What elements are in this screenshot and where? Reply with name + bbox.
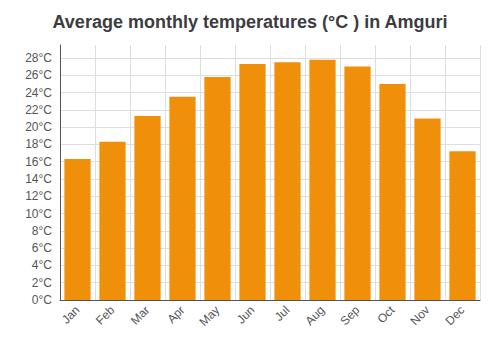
svg-text:6°C: 6°C xyxy=(32,241,52,255)
svg-text:Oct: Oct xyxy=(374,303,398,327)
svg-text:Jun: Jun xyxy=(234,303,258,327)
svg-text:Apr: Apr xyxy=(164,303,187,326)
svg-text:26°C: 26°C xyxy=(25,68,52,82)
svg-text:10°C: 10°C xyxy=(25,207,52,221)
svg-text:28°C: 28°C xyxy=(25,51,52,65)
svg-text:2°C: 2°C xyxy=(32,276,52,290)
svg-text:24°C: 24°C xyxy=(25,86,52,100)
svg-text:20°C: 20°C xyxy=(25,120,52,134)
svg-text:14°C: 14°C xyxy=(25,172,52,186)
svg-text:Jul: Jul xyxy=(272,303,293,324)
svg-text:4°C: 4°C xyxy=(32,258,52,272)
svg-text:Jan: Jan xyxy=(59,303,83,327)
svg-text:Aug: Aug xyxy=(302,303,327,328)
svg-text:Dec: Dec xyxy=(442,303,467,328)
svg-text:12°C: 12°C xyxy=(25,189,52,203)
svg-text:18°C: 18°C xyxy=(25,137,52,151)
svg-text:16°C: 16°C xyxy=(25,155,52,169)
svg-text:Feb: Feb xyxy=(93,303,118,328)
svg-text:Average monthly temperatures (: Average monthly temperatures (°C ) in Am… xyxy=(53,12,448,32)
svg-text:Nov: Nov xyxy=(407,303,432,328)
svg-text:22°C: 22°C xyxy=(25,103,52,117)
svg-text:Mar: Mar xyxy=(128,303,153,327)
svg-text:8°C: 8°C xyxy=(32,224,52,238)
svg-text:Sep: Sep xyxy=(337,303,362,328)
svg-text:May: May xyxy=(197,303,223,329)
svg-text:0°C: 0°C xyxy=(32,293,52,307)
